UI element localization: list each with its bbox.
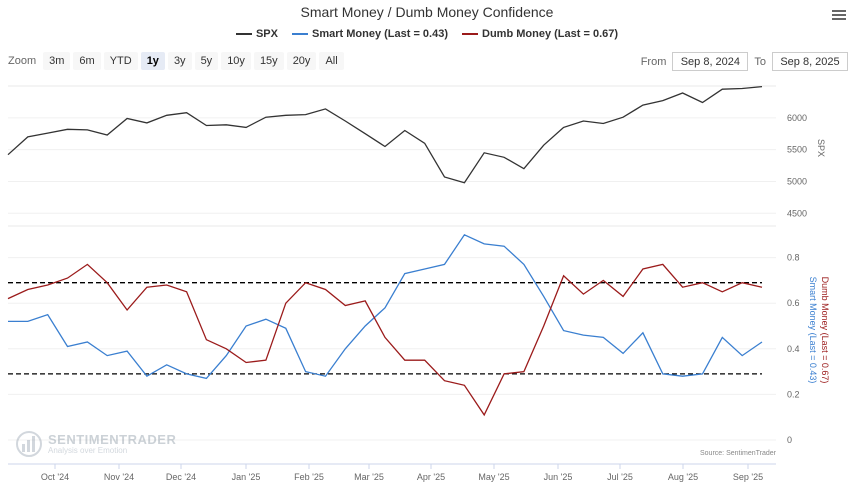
x-axis-tick-label: Aug '25	[668, 472, 698, 482]
legend-label-dumb-money: Dumb Money (Last = 0.67)	[482, 28, 619, 40]
smart-money-axis-title: Smart Money (Last = 0.43)	[808, 277, 818, 384]
zoom-label: Zoom	[8, 55, 37, 67]
dumb-money-series-line[interactable]	[7, 263, 763, 417]
zoom-bar: Zoom 3m 6m YTD 1y 3y 5y 10y 15y 20y All	[8, 52, 344, 70]
x-axis-tick-label: Mar '25	[354, 472, 384, 482]
watermark: SENTIMENTRADER Analysis over Emotion	[14, 430, 176, 458]
zoom-15y-button[interactable]: 15y	[253, 52, 284, 70]
confidence-axis-tick: 0.4	[787, 344, 800, 354]
confidence-axis: 0.8 0.6 0.4 0.2 0	[787, 253, 800, 445]
chart-title: Smart Money / Dumb Money Confidence	[300, 4, 554, 20]
x-axis-tick-label: Dec '24	[166, 472, 196, 482]
zoom-6m-button[interactable]: 6m	[73, 52, 101, 70]
date-range: From To	[641, 52, 848, 71]
spx-gridlines	[8, 117, 776, 214]
x-axis-tick-label: Feb '25	[294, 472, 324, 482]
x-axis: Oct '24 Nov '24 Dec '24 Jan '25 Feb '25 Mar '…	[8, 463, 776, 482]
x-axis-tick-label: Jun '25	[544, 472, 573, 482]
confidence-gridlines	[8, 257, 776, 441]
watermark-name: SENTIMENTRADER	[48, 432, 177, 447]
zoom-20y-button[interactable]: 20y	[286, 52, 317, 70]
x-axis-tick-label: Jul '25	[607, 472, 633, 482]
confidence-axis-tick: 0.8	[787, 253, 800, 263]
spx-axis: 6000 5500 5000 4500	[787, 113, 807, 219]
spx-axis-tick: 6000	[787, 113, 807, 123]
zoom-5y-button[interactable]: 5y	[194, 52, 219, 70]
spx-panel: 6000 5500 5000 4500 SPX	[7, 85, 826, 227]
spx-axis-tick: 4500	[787, 208, 807, 218]
zoom-all-button[interactable]: All	[319, 52, 344, 70]
zoom-ytd-button[interactable]: YTD	[103, 52, 138, 70]
to-date-input[interactable]	[772, 52, 848, 71]
x-axis-tick-label: Oct '24	[41, 472, 69, 482]
source-credit: Source: SentimenTrader	[700, 450, 776, 457]
legend: SPX Smart Money (Last = 0.43) Dumb Money…	[0, 28, 854, 40]
dumb-money-axis-title: Dumb Money (Last = 0.67)	[820, 277, 830, 384]
sentimentrader-logo-icon	[16, 431, 42, 457]
confidence-axis-tick: 0.6	[787, 298, 800, 308]
to-label: To	[754, 55, 766, 68]
legend-swatch-dumb-money	[462, 33, 479, 35]
x-axis-tick-label: Apr '25	[417, 472, 445, 482]
zoom-3m-button[interactable]: 3m	[43, 52, 71, 70]
legend-label-spx: SPX	[255, 28, 278, 40]
legend-label-smart-money: Smart Money (Last = 0.43)	[311, 28, 449, 40]
x-axis-tick-label: Nov '24	[104, 472, 134, 482]
watermark-tagline: Analysis over Emotion	[48, 446, 128, 455]
legend-item-dumb-money[interactable]: Dumb Money (Last = 0.67)	[462, 28, 618, 40]
spx-axis-tick: 5500	[787, 145, 807, 155]
menu-icon[interactable]	[832, 8, 846, 22]
zoom-10y-button[interactable]: 10y	[221, 52, 251, 70]
confidence-axis-tick: 0	[787, 435, 792, 445]
legend-swatch-spx	[235, 33, 252, 35]
x-axis-tick-label: Jan '25	[232, 472, 261, 482]
spx-axis-tick: 5000	[787, 177, 807, 187]
from-date-input[interactable]	[672, 52, 749, 71]
x-axis-tick-label: Sep '25	[733, 472, 763, 482]
zoom-3y-button[interactable]: 3y	[167, 52, 192, 70]
confidence-axis-tick: 0.2	[787, 389, 800, 399]
spx-axis-title: SPX	[816, 139, 826, 157]
spx-series-line[interactable]	[7, 85, 763, 184]
legend-item-spx[interactable]: SPX	[235, 28, 278, 40]
zoom-1y-button[interactable]: 1y	[140, 52, 165, 70]
legend-item-smart-money[interactable]: Smart Money (Last = 0.43)	[291, 28, 449, 40]
legend-swatch-smart-money	[291, 33, 308, 35]
x-axis-tick-label: May '25	[478, 472, 509, 482]
from-label: From	[640, 55, 667, 68]
confidence-panel: 0.8 0.6 0.4 0.2 0 Smart Money (Last = 0.…	[7, 233, 830, 445]
smart-money-series-line[interactable]	[8, 233, 763, 380]
